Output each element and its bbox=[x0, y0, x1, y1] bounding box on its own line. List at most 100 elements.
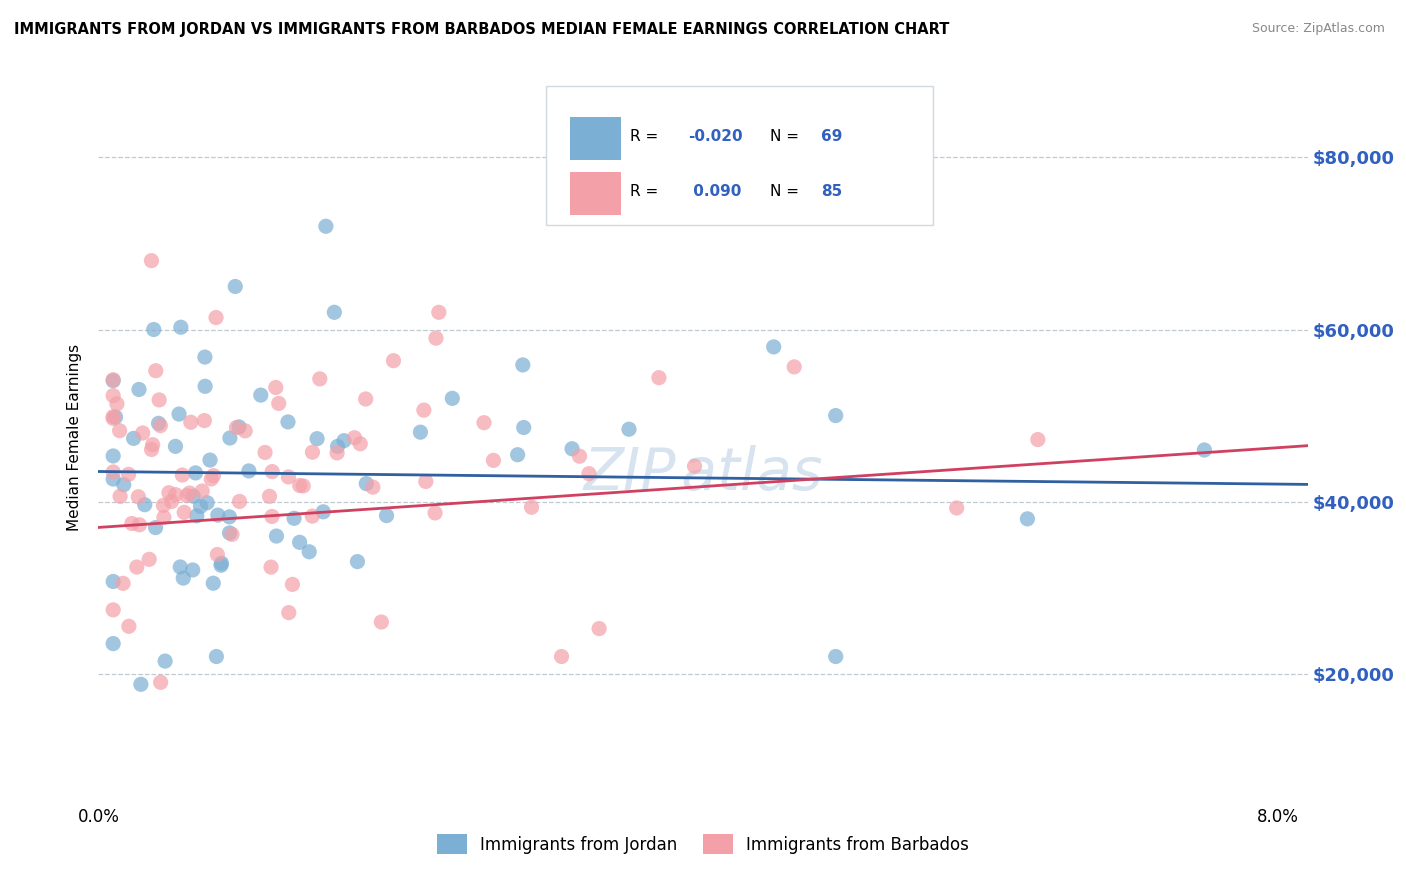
Point bbox=[375, 508, 398, 523]
Point bbox=[264, 380, 287, 394]
Point bbox=[824, 409, 846, 423]
Point bbox=[160, 494, 183, 508]
Point bbox=[301, 509, 323, 524]
Point bbox=[307, 432, 329, 446]
Point bbox=[1017, 512, 1039, 526]
Point bbox=[260, 509, 283, 524]
Point bbox=[349, 436, 371, 450]
Point bbox=[128, 383, 150, 397]
Point bbox=[277, 606, 299, 620]
Point bbox=[108, 424, 131, 438]
Point bbox=[326, 439, 349, 453]
Point bbox=[122, 431, 145, 445]
Point bbox=[628, 202, 651, 216]
Point bbox=[472, 416, 495, 430]
Point bbox=[281, 577, 304, 591]
Point bbox=[423, 506, 446, 520]
Point bbox=[128, 517, 150, 532]
Point bbox=[101, 637, 124, 651]
Point bbox=[101, 389, 124, 403]
FancyBboxPatch shape bbox=[569, 117, 621, 161]
Point bbox=[266, 529, 288, 543]
Point bbox=[200, 472, 222, 486]
Point bbox=[190, 500, 212, 514]
Point bbox=[233, 424, 256, 438]
Point bbox=[186, 508, 208, 523]
Point bbox=[101, 409, 124, 424]
Point bbox=[561, 442, 583, 456]
Point bbox=[346, 555, 368, 569]
Point bbox=[238, 464, 260, 478]
Point bbox=[301, 445, 323, 459]
Point bbox=[207, 548, 229, 562]
Point bbox=[1026, 433, 1049, 447]
Point bbox=[101, 374, 124, 388]
Point bbox=[198, 453, 221, 467]
Point bbox=[520, 500, 543, 515]
Text: 0.090: 0.090 bbox=[689, 184, 742, 199]
Point bbox=[205, 649, 228, 664]
Point bbox=[131, 425, 153, 440]
Point bbox=[221, 527, 243, 541]
Point bbox=[1194, 442, 1216, 457]
Point bbox=[427, 305, 450, 319]
Text: N =: N = bbox=[769, 129, 803, 145]
Point bbox=[172, 571, 194, 585]
Point bbox=[141, 253, 163, 268]
Point bbox=[283, 511, 305, 525]
Point bbox=[412, 403, 434, 417]
Point bbox=[191, 483, 214, 498]
Point bbox=[145, 520, 167, 534]
Text: ZIP atlas: ZIP atlas bbox=[583, 445, 823, 502]
Point bbox=[288, 478, 311, 492]
Point bbox=[112, 477, 135, 491]
FancyBboxPatch shape bbox=[546, 86, 932, 225]
Point bbox=[148, 392, 170, 407]
Text: N =: N = bbox=[769, 184, 803, 199]
Point bbox=[762, 340, 785, 354]
Point bbox=[176, 489, 198, 503]
Point bbox=[441, 392, 464, 406]
Point bbox=[824, 649, 846, 664]
Point bbox=[170, 320, 193, 334]
Point bbox=[134, 498, 156, 512]
Point bbox=[482, 453, 505, 467]
Point bbox=[323, 305, 346, 319]
Point bbox=[219, 431, 242, 445]
Point bbox=[292, 479, 315, 493]
Point bbox=[121, 516, 143, 531]
Point bbox=[112, 576, 135, 591]
Point bbox=[506, 448, 529, 462]
Point bbox=[118, 619, 141, 633]
Point bbox=[129, 677, 152, 691]
Text: R =: R = bbox=[630, 129, 664, 145]
Point bbox=[142, 322, 165, 336]
Point bbox=[145, 364, 167, 378]
Point bbox=[259, 489, 281, 503]
Point bbox=[165, 439, 187, 453]
Point bbox=[193, 414, 215, 428]
Point bbox=[104, 410, 127, 425]
Point bbox=[683, 459, 706, 474]
Point bbox=[148, 417, 170, 431]
Text: 69: 69 bbox=[821, 129, 842, 145]
Point bbox=[142, 438, 165, 452]
Point bbox=[225, 420, 247, 434]
Point bbox=[578, 467, 600, 481]
Point bbox=[354, 392, 377, 406]
Text: 85: 85 bbox=[821, 184, 842, 199]
Point bbox=[288, 535, 311, 549]
Point bbox=[224, 279, 246, 293]
Point bbox=[108, 489, 131, 503]
Point bbox=[550, 649, 572, 664]
Point bbox=[105, 397, 128, 411]
Point bbox=[209, 558, 232, 573]
Point bbox=[153, 510, 176, 524]
Point bbox=[167, 407, 190, 421]
Point bbox=[195, 496, 218, 510]
Point bbox=[149, 418, 172, 433]
Point bbox=[512, 358, 534, 372]
Point bbox=[184, 466, 207, 480]
Point bbox=[153, 654, 176, 668]
Point bbox=[101, 574, 124, 589]
